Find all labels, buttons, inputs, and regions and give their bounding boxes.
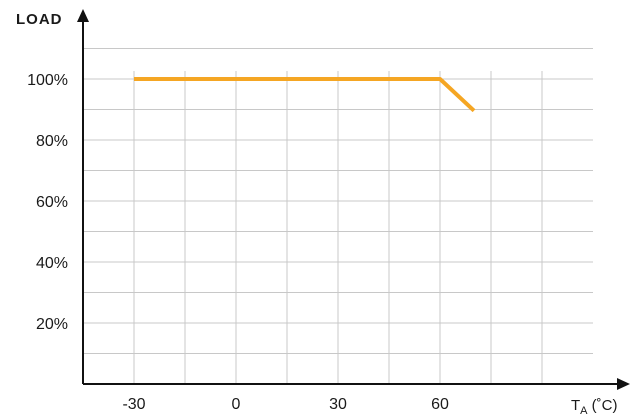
x-axis-title-subscript: A	[580, 405, 588, 415]
y-tick-label: 40%	[36, 255, 68, 272]
x-axis-arrow	[617, 378, 630, 390]
y-axis-title: LOAD	[16, 11, 63, 28]
x-axis-title-unit: (˚C)	[588, 397, 618, 414]
x-tick-label: -30	[122, 396, 145, 413]
y-tick-label: 20%	[36, 316, 68, 333]
x-tick-label: 60	[431, 396, 449, 413]
x-tick-labels: -30 0 30 60	[122, 396, 449, 413]
x-axis-title-main: T	[571, 397, 580, 414]
y-tick-labels: 20% 40% 60% 80% 100%	[27, 72, 68, 333]
y-tick-label: 80%	[36, 133, 68, 150]
x-axis-title: TA (˚C)	[571, 397, 618, 415]
y-axis-arrow	[77, 9, 89, 22]
x-tick-label: 0	[232, 396, 241, 413]
y-tick-label: 60%	[36, 194, 68, 211]
series-group	[134, 77, 476, 113]
load-derating-line	[134, 77, 476, 113]
y-tick-label: 100%	[27, 72, 68, 89]
x-tick-label: 30	[329, 396, 347, 413]
vertical-gridlines	[133, 71, 543, 384]
